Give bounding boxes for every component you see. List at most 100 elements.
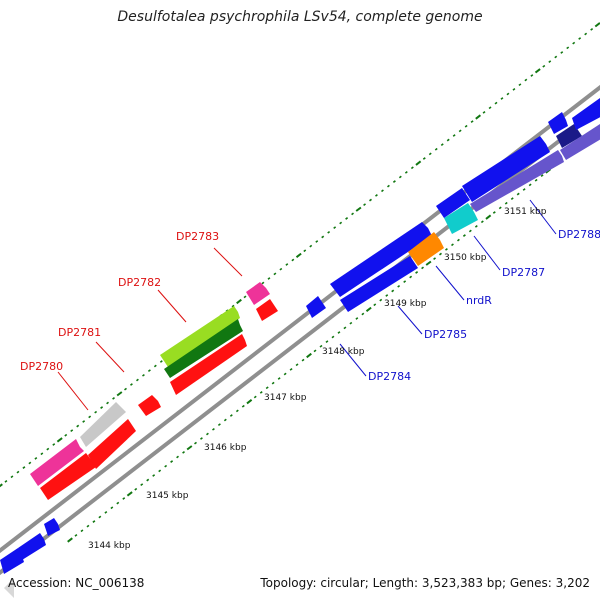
gene-dp2783-lower[interactable] — [256, 299, 278, 321]
gene-dp2788-band-3[interactable] — [560, 124, 600, 160]
inner-tick — [319, 344, 323, 348]
outer-tick — [440, 143, 444, 147]
gene-dp2782-mid[interactable] — [164, 319, 243, 378]
outer-tick — [116, 391, 123, 397]
inner-tick — [122, 497, 126, 500]
label-dp2781[interactable]: DP2781 — [58, 326, 101, 339]
outer-tick — [124, 387, 127, 391]
gene-dp2781-lower[interactable] — [88, 419, 136, 469]
leader-dp2780 — [57, 371, 89, 411]
leader-nrdr — [435, 265, 465, 301]
kbp-label-3150: 3150 kbp — [444, 253, 487, 263]
label-dp2784[interactable]: DP2784 — [368, 370, 411, 383]
gene-dp2780-upper[interactable] — [30, 439, 84, 486]
gene-top-right-blue-2[interactable] — [572, 98, 600, 130]
gene-small-blue-1[interactable] — [306, 296, 326, 318]
scroll-left-icon[interactable] — [4, 578, 14, 598]
leader-dp2785 — [397, 305, 423, 335]
inner-tick — [439, 252, 442, 256]
label-nrdr[interactable]: nrdR — [466, 294, 492, 307]
inner-tick — [540, 174, 544, 177]
outer-tick — [392, 180, 396, 183]
inner-tick — [421, 266, 424, 270]
gene-dp2783-upper[interactable] — [246, 282, 270, 305]
outer-tick — [524, 78, 528, 82]
label-dp2787[interactable]: DP2787 — [502, 266, 545, 279]
outer-tick — [327, 230, 331, 234]
gene-labels: DP2780 DP2781 DP2782 DP2783 DP2784 DP278… — [20, 228, 600, 383]
outer-tick — [82, 420, 86, 423]
inner-tick — [212, 427, 215, 431]
inner-tick — [67, 537, 73, 543]
gene-top-right-blue[interactable] — [548, 112, 568, 134]
inner-tick — [379, 298, 383, 302]
inner-tick — [462, 234, 466, 237]
gene-dp2782-upper[interactable] — [160, 306, 240, 367]
outer-tick — [446, 138, 450, 142]
inner-tick — [365, 306, 372, 312]
inner-tick — [235, 409, 239, 413]
label-dp2780[interactable]: DP2780 — [20, 360, 63, 373]
inner-tick — [98, 515, 102, 519]
gene-dp2784-upper[interactable] — [330, 222, 432, 297]
outer-tick — [100, 406, 104, 409]
outer-tick — [267, 277, 271, 280]
gene-bottom-left-blue-1[interactable] — [18, 533, 46, 560]
gene-dp2780-lower[interactable] — [40, 453, 96, 500]
gene-bottom-left-blue-2[interactable] — [44, 518, 60, 536]
outer-tick — [530, 74, 534, 77]
label-dp2788[interactable]: DP2788 — [558, 228, 600, 241]
gene-dp2787[interactable] — [444, 203, 478, 234]
label-dp2785[interactable]: DP2785 — [424, 328, 467, 341]
inner-tick — [223, 418, 227, 422]
outer-tick — [422, 157, 426, 160]
gene-dp2788-band-1[interactable] — [470, 150, 564, 212]
inner-tick — [349, 321, 353, 325]
outer-tick — [351, 212, 354, 216]
outer-tick — [315, 240, 319, 243]
outer-tick — [434, 147, 438, 151]
inner-tick — [468, 229, 472, 233]
leader-dp2784 — [339, 343, 367, 377]
outer-tick — [470, 120, 474, 123]
gene-blue-near-3150[interactable] — [436, 188, 470, 218]
leader-dp2788 — [529, 199, 557, 235]
outer-tick — [578, 37, 582, 40]
outer-tick — [381, 189, 384, 193]
inner-tick — [504, 201, 508, 205]
inner-tick — [74, 533, 78, 537]
gene-nrdr[interactable] — [408, 232, 444, 266]
outer-tick — [548, 60, 552, 64]
inner-tick — [313, 349, 317, 353]
inner-tick — [485, 214, 492, 220]
gene-blue-3150-long[interactable] — [462, 136, 550, 202]
inner-tick — [306, 352, 312, 359]
outer-tick-row — [0, 22, 600, 488]
outer-tick — [512, 87, 516, 91]
gene-dp2782-lower[interactable] — [170, 334, 247, 395]
outer-tick — [285, 263, 289, 266]
inner-tick — [283, 372, 287, 376]
inner-tick — [528, 183, 532, 187]
inner-tick — [373, 303, 377, 307]
gene-dp2788-band-2[interactable] — [556, 124, 582, 148]
kbp-label-3147: 3147 kbp — [264, 393, 307, 403]
gene-dp2781-upper[interactable] — [80, 402, 126, 447]
leader-dp2782 — [157, 289, 187, 323]
outer-tick — [295, 252, 302, 258]
label-dp2783[interactable]: DP2783 — [176, 230, 219, 243]
outer-tick — [303, 249, 307, 253]
outer-tick — [64, 433, 68, 437]
forward-strand-features — [30, 282, 278, 500]
outer-tick — [159, 360, 163, 363]
gene-dp2784-lower[interactable] — [340, 256, 418, 312]
outer-tick — [560, 51, 564, 54]
gene-bottom-left-blue-3[interactable] — [0, 548, 24, 574]
inner-tick — [451, 243, 454, 247]
inner-tick — [492, 211, 496, 214]
label-dp2782[interactable]: DP2782 — [118, 276, 161, 289]
gene-small-red-1[interactable] — [138, 395, 161, 416]
outer-tick — [375, 194, 378, 197]
inner-tick — [457, 238, 460, 242]
outer-tick — [534, 68, 541, 74]
